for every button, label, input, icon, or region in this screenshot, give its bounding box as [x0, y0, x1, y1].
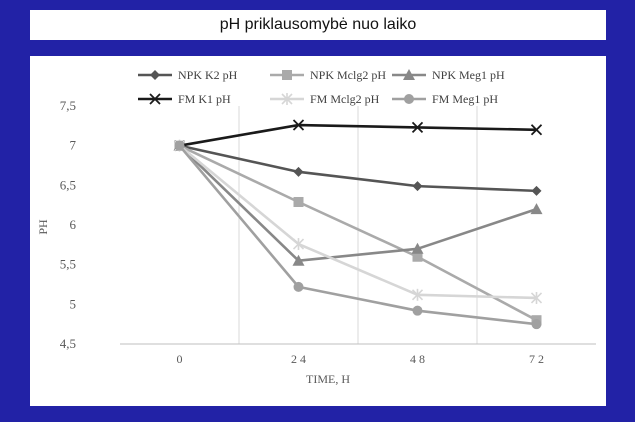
- chart-panel: 4,5 5 5,5 6 6,5 7 7,5 0 2 4 4 8 7 2 TIME, H PH NPK K…: [30, 56, 606, 406]
- y-tick-label: 4,5: [60, 336, 76, 351]
- point: [292, 119, 305, 131]
- point: [281, 93, 293, 105]
- point: [404, 94, 414, 104]
- legend-item: NPK K2 pH: [138, 68, 238, 82]
- point: [149, 93, 161, 105]
- series-line: [179, 123, 537, 147]
- legend-item: NPK Mclg2 pH: [270, 68, 386, 82]
- legend-label: FM K1 pH: [178, 92, 231, 106]
- series-line: [178, 144, 538, 322]
- chart-title: pH priklausomybė nuo laiko: [30, 10, 606, 40]
- legend-item: FM Mclg2 pH: [270, 92, 380, 106]
- point: [411, 121, 424, 134]
- x-tick-label: 7 2: [529, 352, 544, 366]
- line-chart: 4,5 5 5,5 6 6,5 7 7,5 0 2 4 4 8 7 2 TIME, H PH NPK K…: [36, 68, 596, 386]
- x-tick-label: 4 8: [410, 352, 425, 366]
- point: [293, 166, 304, 177]
- y-tick-label: 5: [70, 296, 77, 311]
- point: [174, 140, 185, 151]
- y-axis-title: PH: [36, 219, 50, 235]
- point: [282, 70, 292, 80]
- point: [293, 196, 304, 207]
- point: [530, 291, 543, 304]
- point: [403, 69, 415, 80]
- series-layer: [173, 119, 543, 330]
- x-tick-label: 2 4: [291, 352, 306, 366]
- x-axis-title: TIME, H: [306, 372, 350, 386]
- y-tick-label: 6: [70, 217, 77, 232]
- legend-item: FM K1 pH: [138, 92, 231, 106]
- point: [412, 251, 423, 262]
- series-fm-meg1-ph: [174, 140, 542, 330]
- legend-item: FM Meg1 pH: [392, 92, 498, 106]
- y-tick-label: 5,5: [60, 257, 76, 272]
- legend-label: NPK K2 pH: [178, 68, 238, 82]
- x-tick-label: 0: [177, 352, 183, 366]
- point: [531, 319, 542, 330]
- point: [292, 254, 305, 266]
- series-line: [179, 144, 537, 193]
- point: [530, 203, 543, 215]
- series-line: [178, 144, 537, 262]
- point: [411, 242, 424, 254]
- point: [530, 124, 543, 136]
- series-line: [178, 144, 537, 326]
- point: [412, 181, 423, 192]
- point: [531, 185, 542, 196]
- point: [150, 70, 160, 80]
- point: [411, 288, 424, 301]
- legend-label: NPK Meg1 pH: [432, 68, 505, 82]
- axes: 4,5 5 5,5 6 6,5 7 7,5 0 2 4 4 8 7 2 TIME, H PH: [36, 98, 596, 386]
- legend-label: FM Meg1 pH: [432, 92, 498, 106]
- point: [412, 305, 423, 316]
- y-tick-label: 7,5: [60, 98, 76, 113]
- legend-item: NPK Meg1 pH: [392, 68, 505, 82]
- legend-label: NPK Mclg2 pH: [310, 68, 386, 82]
- point: [293, 281, 304, 292]
- legend: NPK K2 pH NPK Mclg2 pH NPK Meg1 pH FM K1 pH…: [138, 68, 505, 106]
- y-tick-label: 6,5: [60, 177, 76, 192]
- point: [292, 238, 305, 251]
- grid-lines: [238, 106, 478, 344]
- legend-label: FM Mclg2 pH: [310, 92, 380, 106]
- y-tick-label: 7: [70, 138, 77, 153]
- series-line: [178, 144, 537, 300]
